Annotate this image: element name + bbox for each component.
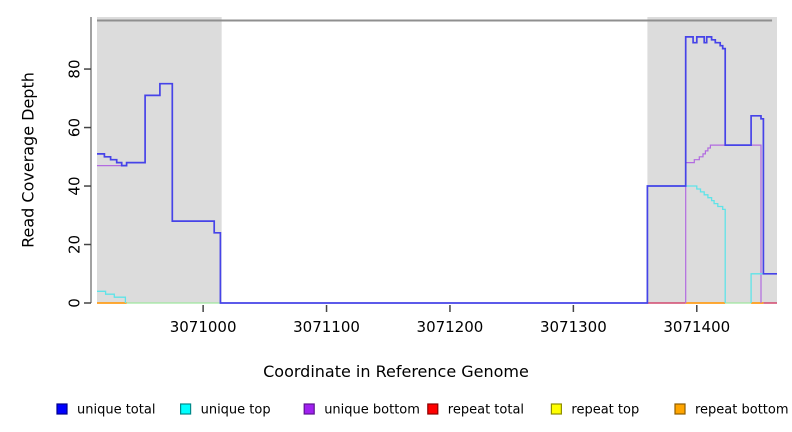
x-tick-label: 3071000 — [170, 318, 237, 336]
y-axis-title: Read Coverage Depth — [18, 72, 38, 248]
left-shaded-region — [97, 17, 222, 303]
x-tick-label: 3071300 — [540, 318, 607, 336]
y-tick-label: 0 — [66, 298, 84, 308]
y-tick-label: 40 — [66, 176, 84, 195]
series-unique-top — [646, 185, 726, 303]
legend-swatch-unique-total — [56, 403, 68, 415]
legend-label-unique-bottom: unique bottom — [324, 403, 420, 418]
legend-label-repeat-top: repeat top — [571, 403, 639, 418]
y-tick-label: 60 — [66, 118, 84, 137]
x-axis-title: Coordinate in Reference Genome — [263, 362, 529, 381]
legend-label-repeat-bottom: repeat bottom — [695, 403, 789, 418]
legend-swatch-unique-bottom — [303, 403, 315, 415]
legend-label-unique-top: unique top — [201, 403, 271, 418]
legend-swatch-repeat-bottom — [674, 403, 686, 415]
legend-swatch-repeat-top — [550, 403, 563, 415]
right-shaded-region — [647, 17, 777, 303]
series-unique-bottom — [685, 144, 762, 303]
x-tick-label: 3071100 — [293, 318, 360, 336]
legend-label-repeat-total: repeat total — [448, 403, 524, 418]
legend-swatch-unique-top — [180, 403, 192, 415]
y-tick-label: 80 — [66, 60, 84, 79]
legend-label-unique-total: unique total — [77, 403, 155, 418]
legend-swatch-repeat-total — [427, 403, 439, 415]
x-tick-label: 3071200 — [417, 318, 484, 336]
x-tick-label: 3071400 — [663, 318, 730, 336]
series-unique-top — [97, 290, 127, 303]
y-tick-label: 20 — [66, 235, 84, 254]
series-unique-total — [97, 36, 777, 304]
